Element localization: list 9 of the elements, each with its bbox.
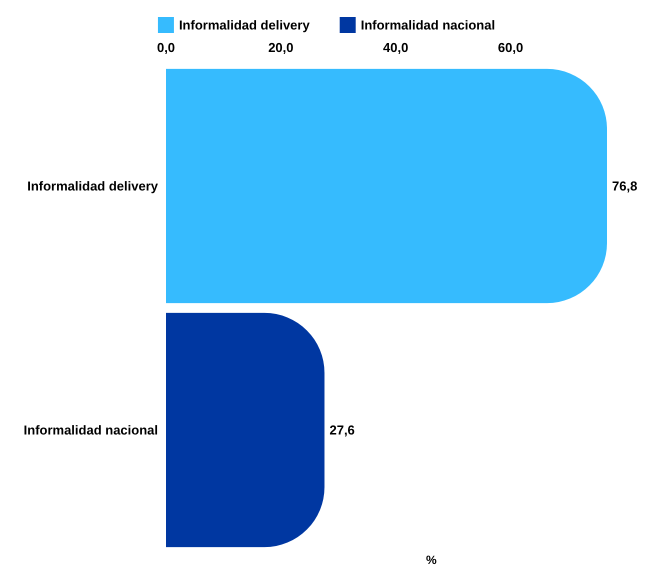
x-tick-label: 20,0 — [268, 40, 294, 55]
data-label: 76,8 — [612, 178, 638, 194]
legend-label: Informalidad nacional — [360, 18, 496, 32]
x-tick-label: 40,0 — [383, 40, 408, 55]
legend-label: Informalidad delivery — [178, 18, 310, 32]
data-label: 27,6 — [329, 422, 355, 438]
x-axis-title: % — [426, 553, 437, 566]
x-tick-label: 0,0 — [156, 40, 176, 55]
x-tick-label: 60,0 — [498, 40, 524, 55]
